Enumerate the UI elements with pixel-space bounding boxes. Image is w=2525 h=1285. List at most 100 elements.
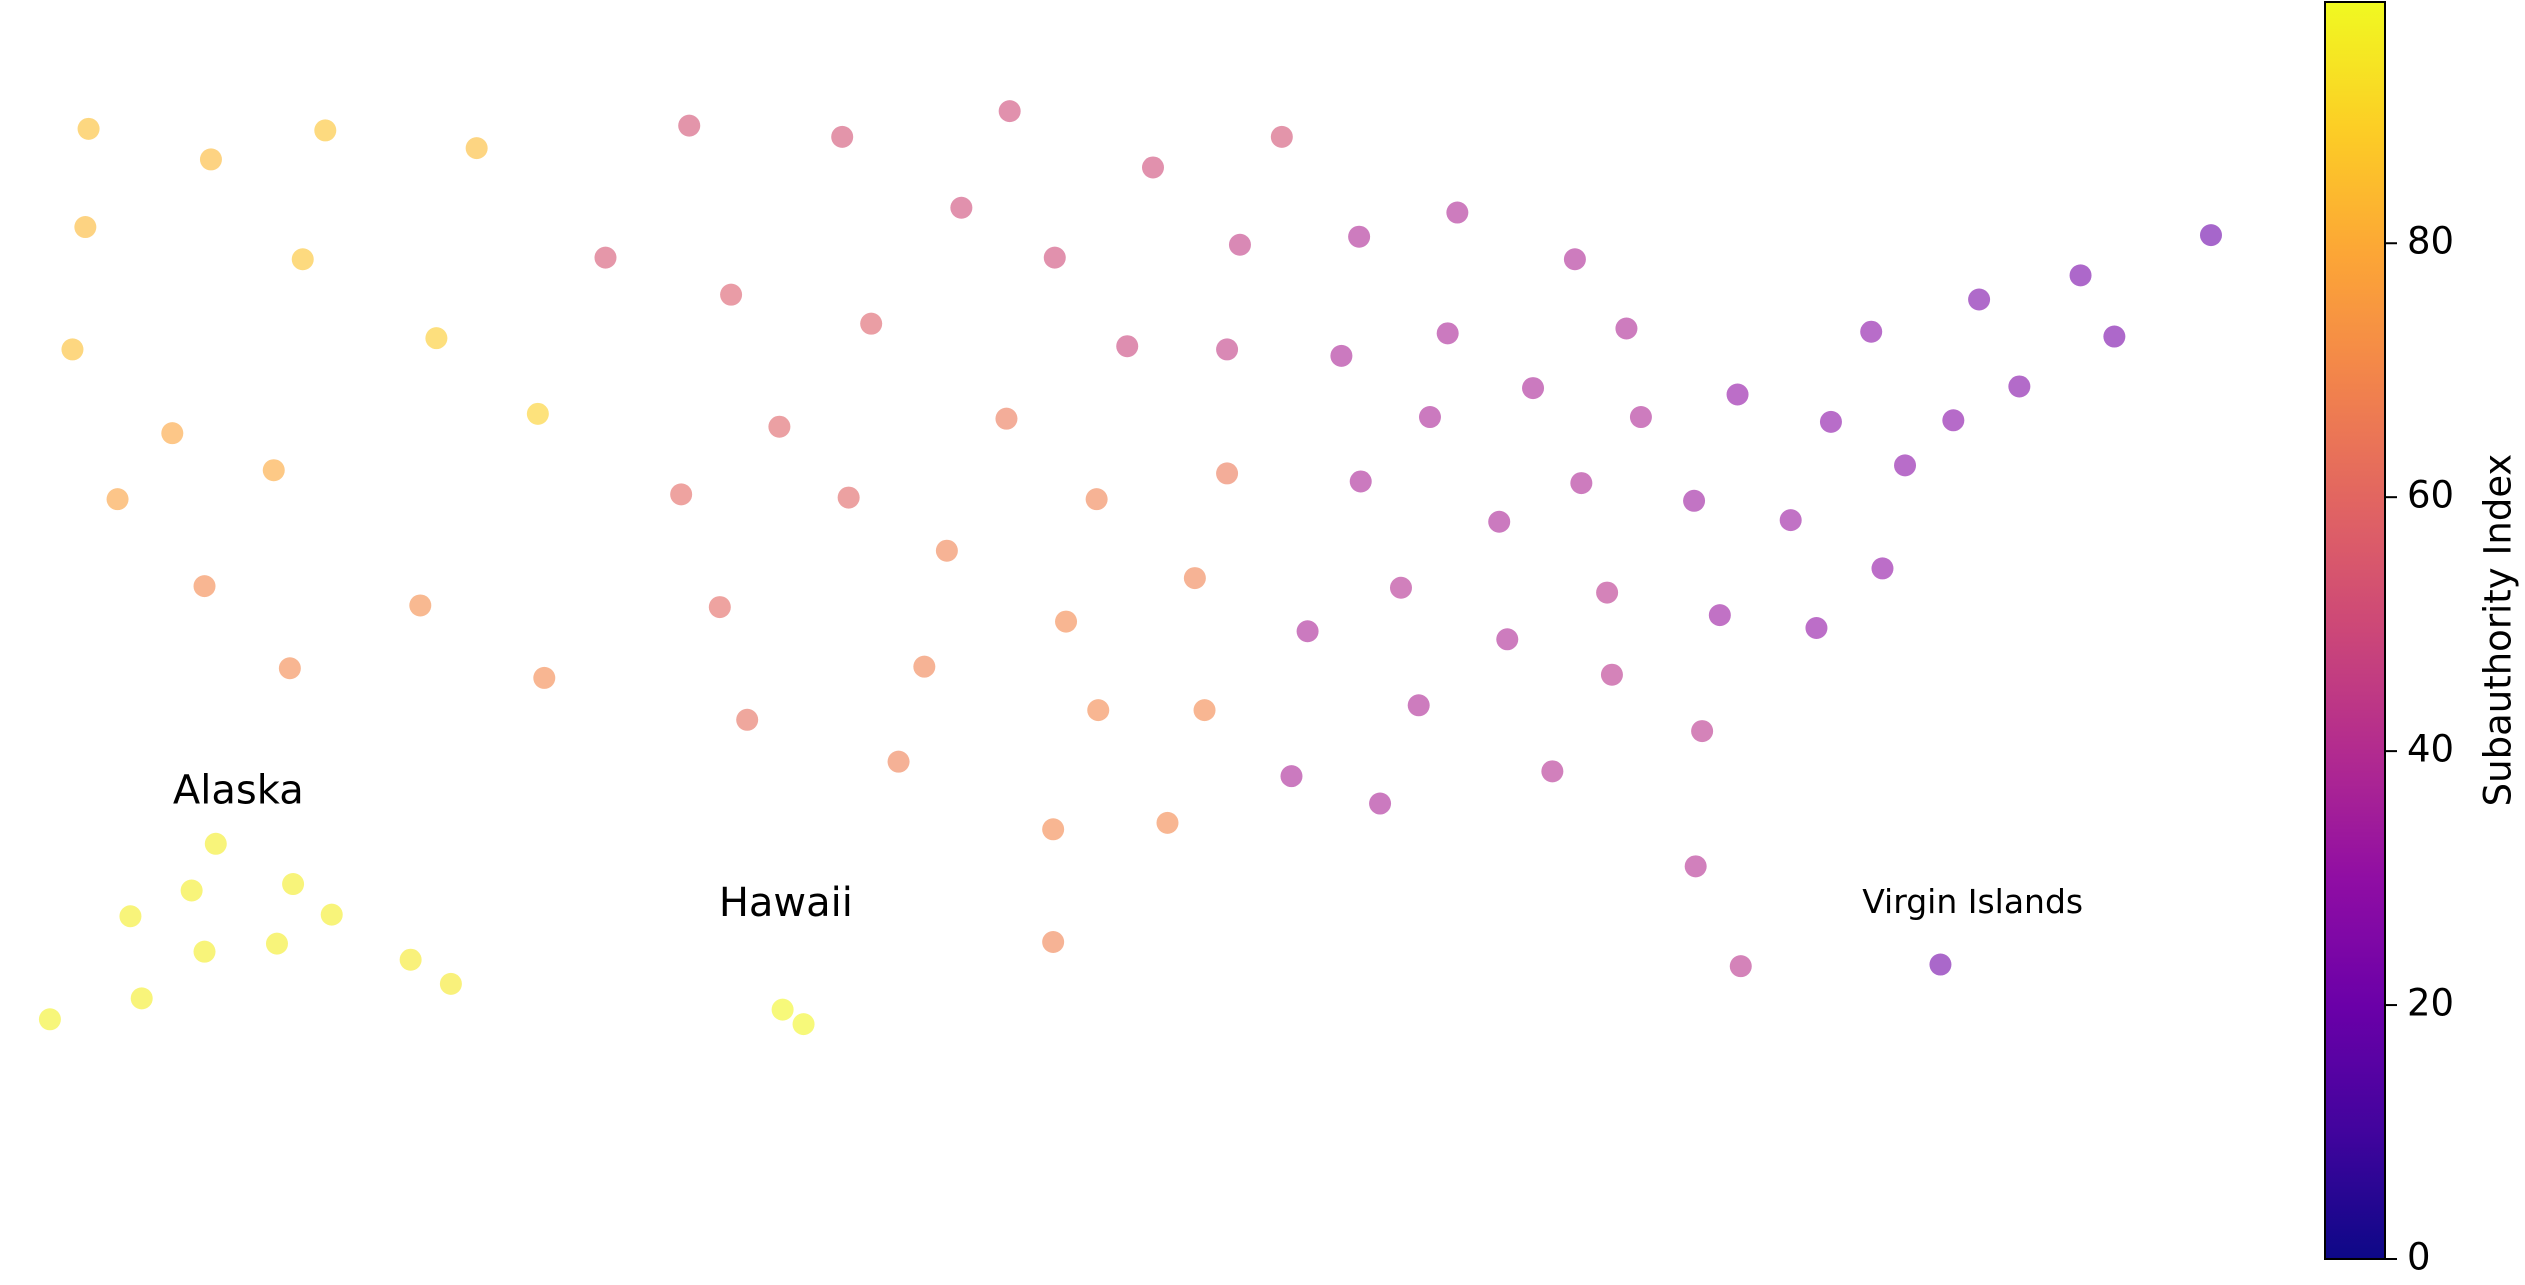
colorbar-frame	[2324, 1, 2386, 1260]
point	[314, 119, 337, 142]
points	[38, 100, 2222, 1036]
point	[1116, 335, 1139, 358]
point	[998, 100, 1021, 123]
point	[425, 327, 448, 350]
point	[533, 666, 556, 689]
point	[1216, 462, 1239, 485]
point	[1280, 765, 1303, 788]
point	[199, 148, 222, 171]
point	[1330, 344, 1353, 367]
annotation: Virgin Islands	[1862, 882, 2083, 921]
point	[180, 879, 203, 902]
point	[1894, 454, 1917, 477]
point	[1446, 201, 1469, 224]
point	[1691, 720, 1714, 743]
point	[1407, 694, 1430, 717]
point	[1860, 320, 1883, 343]
point	[1942, 409, 1965, 432]
point	[736, 708, 759, 731]
point	[1042, 818, 1065, 841]
colorbar-tick-label: 0	[2407, 1236, 2431, 1279]
point	[278, 657, 301, 680]
point	[106, 488, 129, 511]
point	[1805, 617, 1828, 640]
point	[995, 407, 1018, 430]
point	[130, 987, 153, 1010]
point	[670, 483, 693, 506]
point	[792, 1013, 815, 1036]
point	[193, 575, 216, 598]
point	[439, 972, 462, 995]
point	[1348, 225, 1371, 248]
point	[1684, 855, 1707, 878]
point	[1055, 610, 1078, 633]
point	[204, 832, 227, 855]
colorbar-tick-label: 40	[2407, 728, 2454, 771]
point	[1085, 488, 1108, 511]
colorbar	[2325, 2, 2385, 1259]
point	[1629, 406, 1652, 429]
point	[1522, 377, 1545, 400]
point	[465, 137, 488, 160]
annotation: Alaska	[173, 767, 304, 813]
point	[1929, 953, 1952, 976]
point	[119, 905, 142, 928]
point	[2199, 224, 2222, 247]
point	[1418, 406, 1441, 429]
point	[1087, 699, 1110, 722]
point	[1216, 338, 1239, 361]
point	[74, 216, 97, 239]
point	[1600, 663, 1623, 686]
point	[1183, 567, 1206, 590]
point	[1270, 125, 1293, 148]
point	[1389, 576, 1412, 599]
colorbar-label: Subauthority Index	[2477, 454, 2520, 807]
point	[1228, 233, 1251, 256]
point	[768, 415, 791, 438]
point	[1193, 699, 1216, 722]
point	[1488, 510, 1511, 533]
point	[265, 932, 288, 955]
point	[837, 486, 860, 509]
point	[1968, 288, 1991, 311]
point	[708, 596, 731, 619]
point	[320, 903, 343, 926]
colorbar-tick-label: 80	[2407, 220, 2454, 263]
point	[860, 312, 883, 335]
point	[1043, 246, 1066, 269]
point	[1819, 410, 1842, 433]
point	[2103, 325, 2126, 348]
point	[771, 998, 794, 1021]
point	[1871, 557, 1894, 580]
point	[77, 117, 100, 140]
colorbar-tick-label: 60	[2407, 474, 2454, 517]
point	[887, 750, 910, 773]
point	[1349, 470, 1372, 493]
point	[1683, 489, 1706, 512]
point	[193, 940, 216, 963]
point	[1296, 620, 1319, 643]
point	[720, 283, 743, 306]
point	[291, 248, 314, 271]
point	[913, 655, 936, 678]
point	[1779, 509, 1802, 532]
point	[678, 114, 701, 137]
point	[1708, 604, 1731, 627]
point	[1596, 581, 1619, 604]
point	[1726, 383, 1749, 406]
point	[526, 402, 549, 425]
point	[1369, 792, 1392, 815]
point	[61, 338, 84, 361]
point	[1436, 322, 1459, 345]
point	[2069, 264, 2092, 287]
point	[1615, 317, 1638, 340]
point	[38, 1008, 61, 1031]
point	[1141, 156, 1164, 179]
point	[1496, 628, 1519, 651]
point	[1541, 760, 1564, 783]
point	[399, 948, 422, 971]
annotation: Hawaii	[719, 880, 853, 926]
point	[1729, 955, 1752, 978]
point	[1570, 472, 1593, 495]
